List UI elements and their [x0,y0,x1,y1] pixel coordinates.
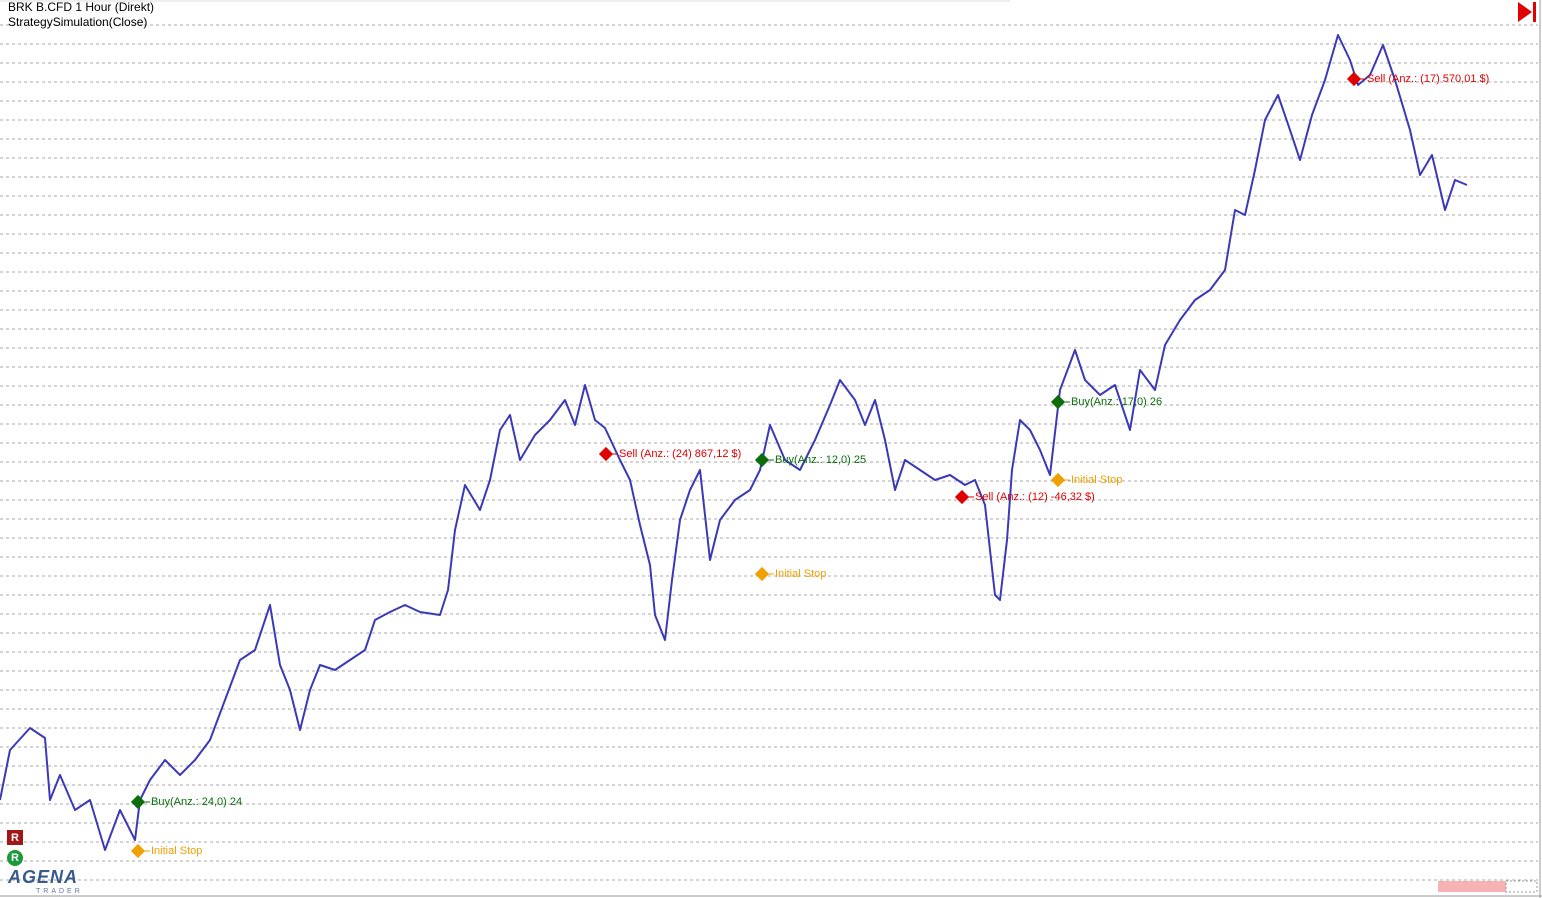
chart-subtitle: StrategySimulation(Close) [8,15,147,29]
marker-label: Sell (Anz.: (17) 570,01 $) [1367,73,1489,85]
logo: AGENA [7,867,78,887]
badge-green[interactable] [7,850,23,866]
trade-markers: Buy(Anz.: 24,0) 24 Initial Stop Sell (Anz.… [130,71,1489,859]
scroll-track [1505,880,1538,893]
plot [0,34,1468,851]
logo-sub: TRADER [36,888,83,895]
grid [0,24,1538,881]
marker-label: Sell (Anz.: (24) 867,12 $) [619,448,741,460]
marker-label: Initial Stop [151,845,202,857]
marker-label: Buy(Anz.: 12,0) 25 [775,454,866,466]
play-button[interactable] [1518,2,1532,22]
scrollbar[interactable] [1438,881,1506,892]
chart-title: BRK B.CFD 1 Hour (Direkt) [8,0,154,14]
marker-label: Initial Stop [1071,474,1122,486]
marker-label: Buy(Anz.: 24,0) 24 [151,796,242,808]
marker-label: Buy(Anz.: 17,0) 26 [1071,396,1162,408]
badge-red[interactable] [7,830,23,845]
badge-green-text: R [11,852,19,864]
marker-label: Initial Stop [775,568,826,580]
badge-red-text: R [11,832,19,844]
play-end [1533,2,1536,22]
price-line [0,34,1468,851]
marker-label: Sell (Anz.: (12) -46,32 $) [975,491,1095,503]
